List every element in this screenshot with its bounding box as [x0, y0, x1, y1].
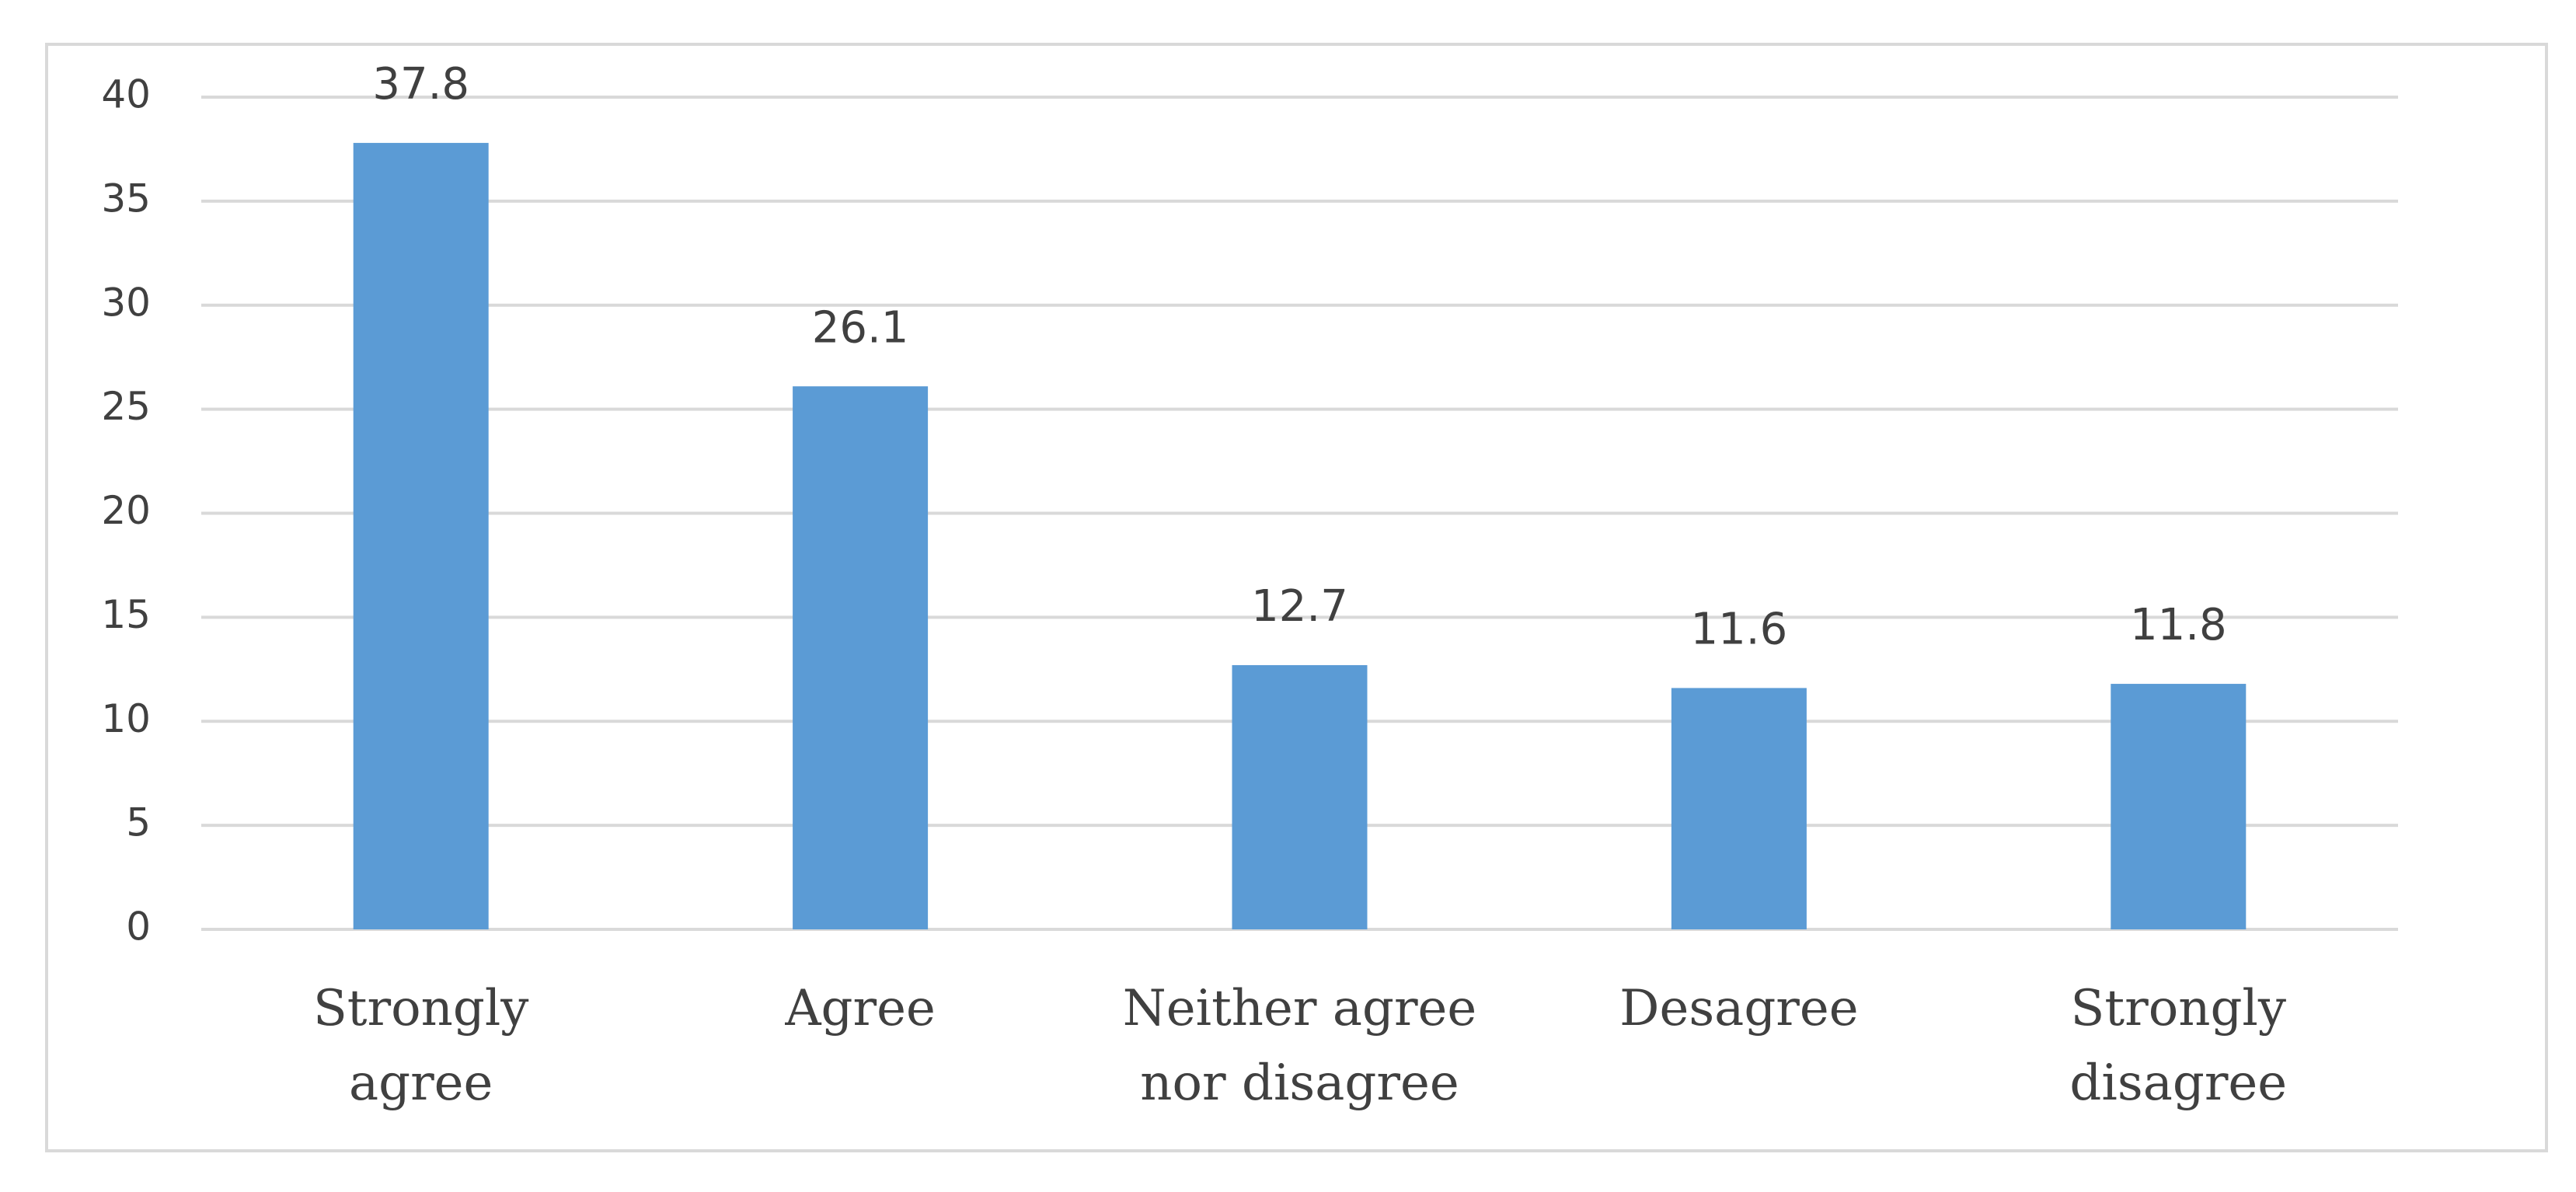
x-tick-label-box: Agree	[785, 980, 936, 1037]
value-label: 12.7	[1251, 581, 1348, 632]
y-tick-label: 15	[101, 592, 151, 637]
x-tick-label-box: Strongly disagree	[2069, 980, 2288, 1112]
value-label: 11.6	[1691, 605, 1788, 655]
x-tick-label: Desagree	[1619, 980, 1859, 1037]
bar	[1671, 688, 1807, 929]
y-tick-label: 5	[126, 800, 151, 845]
x-tick-label: Neither agree nor disagree	[1122, 980, 1477, 1112]
x-tick-label-box: Neither agree nor disagree	[1122, 980, 1477, 1112]
x-tick-label-box: Strongly agree	[312, 980, 529, 1112]
y-tick-label: 20	[101, 488, 151, 533]
y-tick-label: 30	[101, 280, 151, 325]
value-label: 11.8	[2130, 600, 2227, 650]
y-tick-label: 10	[101, 696, 151, 741]
x-tick-label: Strongly disagree	[2069, 980, 2288, 1112]
y-tick-label: 35	[101, 176, 151, 221]
value-label: 37.8	[372, 59, 469, 110]
bar	[353, 142, 489, 929]
y-tick-label: 25	[101, 384, 151, 429]
bar	[2111, 684, 2247, 929]
x-tick-label: Agree	[785, 980, 936, 1037]
y-tick-label: 40	[101, 72, 151, 117]
y-tick-label: 0	[126, 904, 151, 950]
x-tick-label: Strongly agree	[312, 980, 529, 1112]
bar	[1232, 664, 1368, 929]
bar	[793, 386, 929, 929]
value-label: 26.1	[812, 302, 909, 353]
x-tick-label-box: Desagree	[1619, 980, 1859, 1037]
